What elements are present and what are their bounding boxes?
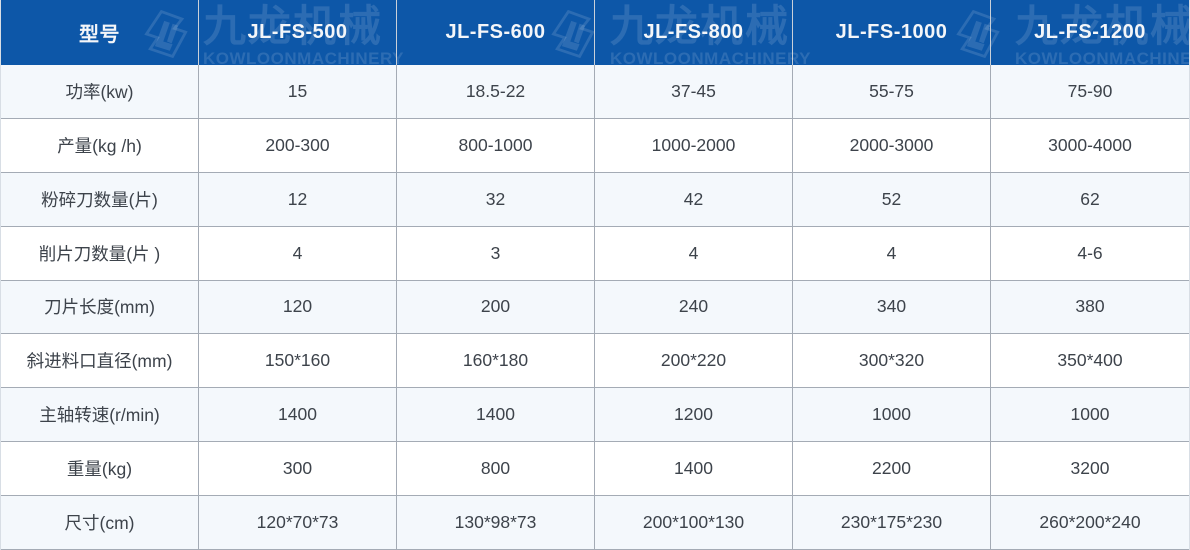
table-cell: 240 bbox=[595, 280, 793, 335]
table-cell: 260*200*240 bbox=[991, 496, 1189, 550]
table-cell: 1400 bbox=[199, 388, 397, 443]
table-cell: 150*160 bbox=[199, 334, 397, 389]
row-label-weight: 重量(kg) bbox=[1, 442, 199, 497]
table-cell: 15 bbox=[199, 65, 397, 119]
table-cell: 1400 bbox=[397, 388, 595, 443]
table-cell: 2200 bbox=[793, 442, 991, 497]
table-cell: 62 bbox=[991, 172, 1189, 227]
table-cell: 300*320 bbox=[793, 334, 991, 389]
row-label-dimensions: 尺寸(cm) bbox=[1, 496, 199, 550]
table-cell: 160*180 bbox=[397, 334, 595, 389]
row-label-inlet-diameter: 斜进料口直径(mm) bbox=[1, 334, 199, 389]
table-cell: 3000-4000 bbox=[991, 118, 1189, 173]
table-cell: 4 bbox=[793, 226, 991, 281]
header-cell-jl-fs-1000: JL-FS-1000 bbox=[793, 0, 991, 65]
table-cell: 200*100*130 bbox=[595, 496, 793, 550]
row-label-power: 功率(kw) bbox=[1, 65, 199, 119]
table-cell: 12 bbox=[199, 172, 397, 227]
header-cell-jl-fs-1200: JL-FS-1200 bbox=[1034, 21, 1146, 43]
table-cell: 75-90 bbox=[991, 65, 1189, 119]
table-cell: 32 bbox=[397, 172, 595, 227]
table-cell: 230*175*230 bbox=[793, 496, 991, 550]
table-cell: 4 bbox=[595, 226, 793, 281]
table-cell: 1000 bbox=[991, 388, 1189, 443]
header-cell-jl-fs-600: JL-FS-600 bbox=[397, 0, 595, 65]
table-cell: 1400 bbox=[595, 442, 793, 497]
row-label-spindle-speed: 主轴转速(r/min) bbox=[1, 388, 199, 443]
table-cell: 350*400 bbox=[991, 334, 1189, 389]
table-cell: 200-300 bbox=[199, 118, 397, 173]
header-cell-model: 型号 bbox=[1, 0, 199, 65]
table-cell: 4 bbox=[199, 226, 397, 281]
header-cell-jl-fs-800: JL-FS-800 bbox=[595, 0, 793, 65]
table-cell: 1200 bbox=[595, 388, 793, 443]
table-cell: 120*70*73 bbox=[199, 496, 397, 550]
row-label-chipping-blades: 削片刀数量(片 ) bbox=[1, 226, 199, 281]
table-cell: 200*220 bbox=[595, 334, 793, 389]
table-cell: 18.5-22 bbox=[397, 65, 595, 119]
row-label-blade-length: 刀片长度(mm) bbox=[1, 280, 199, 335]
table-cell: 340 bbox=[793, 280, 991, 335]
row-label-output: 产量(kg /h) bbox=[1, 118, 199, 173]
table-cell: 200 bbox=[397, 280, 595, 335]
table-cell: 2000-3000 bbox=[793, 118, 991, 173]
table-cell: 300 bbox=[199, 442, 397, 497]
table-cell: 120 bbox=[199, 280, 397, 335]
table-cell: 3200 bbox=[991, 442, 1189, 497]
table-cell: 1000 bbox=[793, 388, 991, 443]
table-cell: 52 bbox=[793, 172, 991, 227]
table-header-row: 型号 JL-FS-500 JL-FS-600 JL-FS-800 JL-FS-1… bbox=[1, 0, 1189, 65]
table-cell: 380 bbox=[991, 280, 1189, 335]
table-cell: 42 bbox=[595, 172, 793, 227]
table-cell: 1000-2000 bbox=[595, 118, 793, 173]
table-cell: 55-75 bbox=[793, 65, 991, 119]
row-label-crushing-blades: 粉碎刀数量(片) bbox=[1, 172, 199, 227]
table-cell: 130*98*73 bbox=[397, 496, 595, 550]
header-cell-jl-fs-500: JL-FS-500 bbox=[199, 0, 397, 65]
table-body: 功率(kw) 15 18.5-22 37-45 55-75 75-90 产量(k… bbox=[1, 65, 1189, 550]
table-cell: 800-1000 bbox=[397, 118, 595, 173]
table-cell: 800 bbox=[397, 442, 595, 497]
table-cell: 4-6 bbox=[991, 226, 1189, 281]
table-cell: 37-45 bbox=[595, 65, 793, 119]
table-cell: 3 bbox=[397, 226, 595, 281]
